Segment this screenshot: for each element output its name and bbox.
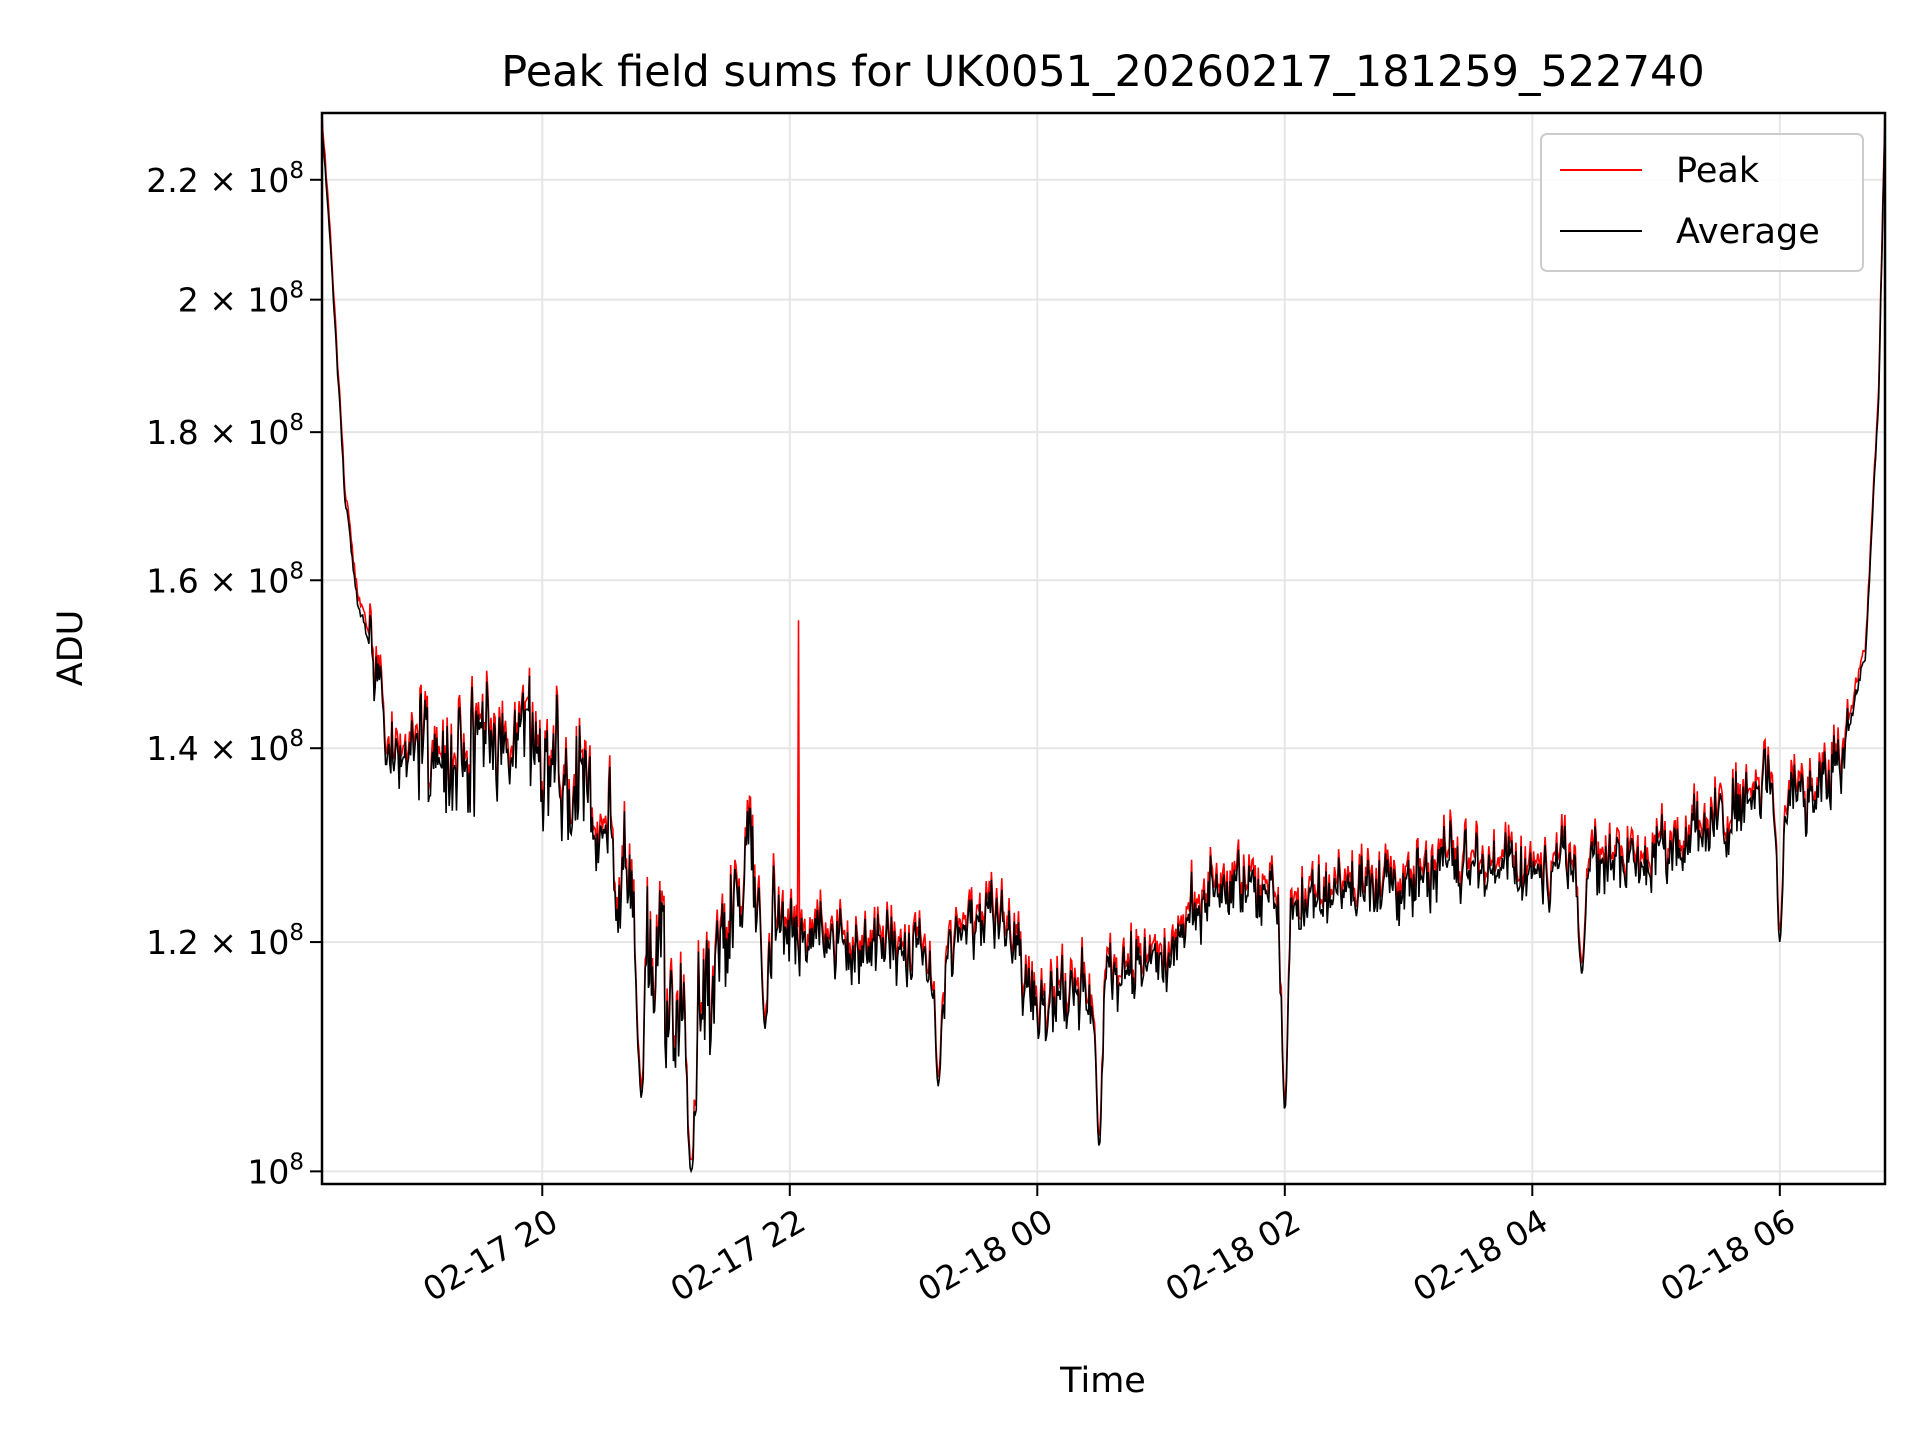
x-tick-label: 02-17 20	[416, 1201, 564, 1309]
y-tick-label: 108	[247, 1149, 304, 1191]
y-tick-label: 2 × 108	[178, 278, 304, 320]
x-gridlines	[541, 113, 1781, 1184]
legend: Peak Average	[1540, 133, 1864, 272]
x-axis-ticks: 02-17 20 02-17 22 02-18 00 02-18 02 02-18 04…	[416, 1184, 1802, 1309]
y-tick-label: 1.4 × 108	[146, 726, 304, 768]
x-axis-label: Time	[1059, 1361, 1146, 1401]
y-axis-label: ADU	[51, 610, 91, 687]
plot-series	[322, 113, 1885, 1174]
x-tick-label: 02-18 04	[1406, 1201, 1554, 1309]
y-axis-ticks: 108 1.2 × 108 1.4 × 108 1.6 × 108 1.8 × 108 2…	[146, 158, 322, 1191]
legend-average-label: Average	[1676, 212, 1820, 252]
legend-box	[1540, 133, 1864, 272]
plot-frame	[320, 111, 1887, 1186]
x-tick-label: 02-18 00	[911, 1201, 1059, 1309]
x-tick-label: 02-18 02	[1159, 1201, 1307, 1309]
y-tick-label: 2.2 × 108	[146, 158, 304, 200]
y-tick-label: 1.2 × 108	[146, 920, 304, 962]
chart-title: Peak field sums for UK0051_20260217_1812…	[501, 47, 1704, 97]
legend-peak-label: Peak	[1676, 151, 1760, 191]
x-tick-label: 02-18 06	[1654, 1201, 1802, 1309]
y-tick-label: 1.8 × 108	[146, 410, 304, 452]
series-average-line	[322, 119, 1885, 1174]
y-tick-label: 1.6 × 108	[146, 558, 304, 600]
x-tick-label: 02-17 22	[664, 1201, 812, 1309]
